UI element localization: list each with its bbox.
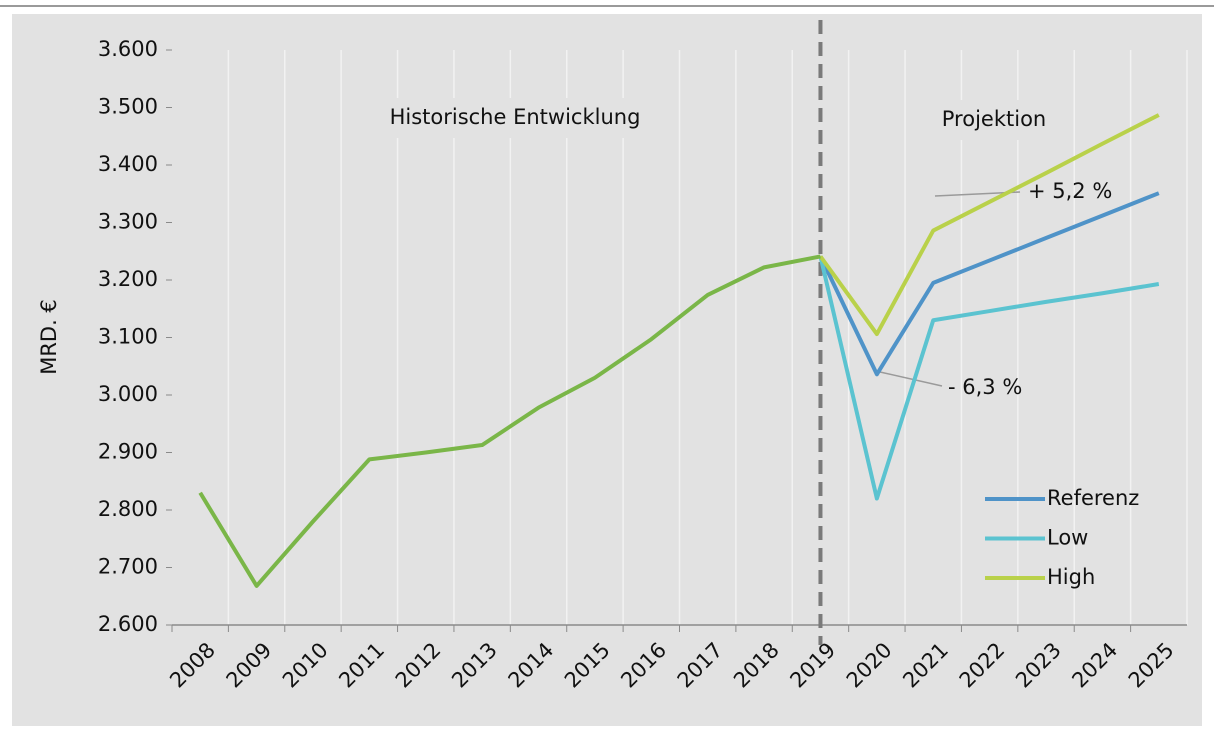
annotation-bg (367, 98, 663, 138)
leader-line (879, 371, 943, 387)
y-tick-label: 2.600 (98, 612, 158, 636)
y-tick-label: 2.700 (98, 555, 158, 579)
legend-label: Low (1047, 526, 1088, 550)
annotation: + 5,2 % (1028, 179, 1112, 203)
series-line (818, 113, 1160, 337)
y-tick-label: 3.600 (98, 37, 158, 61)
series-line (198, 254, 821, 588)
y-tick-label: 2.900 (98, 440, 158, 464)
legend-label: High (1047, 565, 1095, 589)
annotation: Historische Entwicklung (390, 105, 641, 129)
series-line (818, 255, 1160, 501)
y-axis-label: MRD. € (37, 299, 61, 375)
y-tick-label: 2.800 (98, 497, 158, 521)
y-tick-label: 3.500 (98, 95, 158, 119)
y-tick-label: 3.000 (98, 382, 158, 406)
y-tick-label: 3.300 (98, 210, 158, 234)
y-tick-label: 3.200 (98, 267, 158, 291)
y-tick-label: 3.100 (98, 325, 158, 349)
series-line (818, 191, 1160, 377)
annotation-bg (919, 100, 1069, 140)
annotation: Projektion (942, 107, 1046, 131)
legend-label: Referenz (1047, 486, 1139, 510)
annotation: - 6,3 % (948, 375, 1022, 399)
y-tick-label: 3.400 (98, 152, 158, 176)
